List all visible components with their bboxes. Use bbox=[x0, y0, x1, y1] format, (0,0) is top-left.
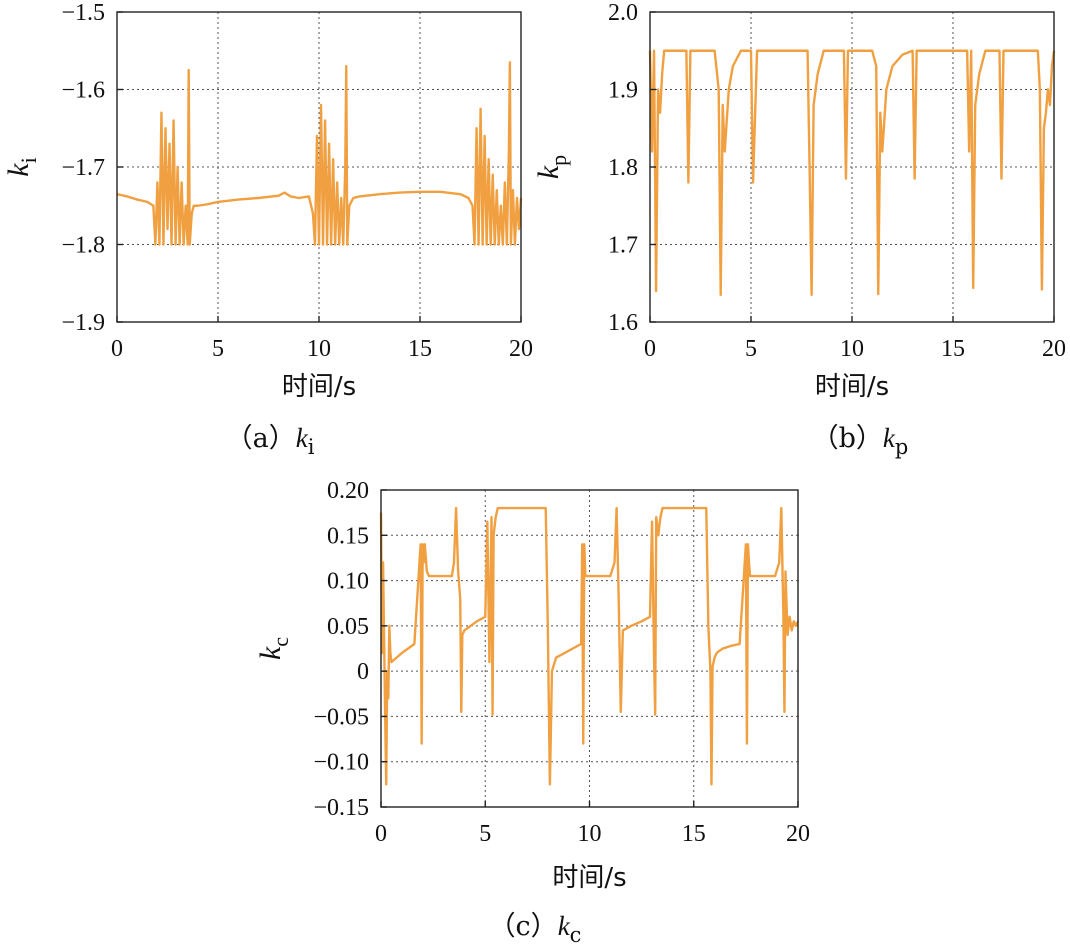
y-tick-label: 0.15 bbox=[327, 523, 369, 549]
x-tick-label: 5 bbox=[479, 821, 491, 847]
y-tick-label: 1.6 bbox=[608, 310, 638, 336]
x-axis-label: 时间/s bbox=[282, 372, 356, 402]
x-tick-label: 10 bbox=[578, 821, 602, 847]
caption-sub: c bbox=[570, 923, 582, 946]
y-tick-label: −0.15 bbox=[313, 795, 369, 821]
y-axis-label-main: k bbox=[532, 165, 565, 179]
series-line bbox=[648, 49, 1056, 297]
caption-prefix: （c） bbox=[489, 911, 558, 942]
y-axis-label-main: k bbox=[254, 646, 287, 660]
caption-k: k bbox=[558, 911, 571, 941]
y-tick-label: −1.6 bbox=[61, 78, 105, 104]
x-tick-label: 5 bbox=[212, 336, 224, 362]
y-tick-label: −1.7 bbox=[61, 155, 105, 181]
x-tick-label: 20 bbox=[509, 336, 533, 362]
x-tick-label: 15 bbox=[408, 336, 432, 362]
y-tick-label: 0.05 bbox=[327, 614, 369, 640]
y-tick-label: 1.8 bbox=[608, 155, 638, 181]
x-tick-label: 15 bbox=[682, 821, 706, 847]
x-tick-label: 10 bbox=[307, 336, 331, 362]
y-tick-label: 1.9 bbox=[608, 78, 638, 104]
y-tick-label: −1.8 bbox=[61, 233, 105, 259]
panel-caption: （a）ki bbox=[226, 423, 315, 459]
x-tick-label: 20 bbox=[1042, 336, 1066, 362]
panel-caption: （c）kc bbox=[489, 911, 582, 946]
y-axis-label-sub: i bbox=[16, 157, 41, 163]
y-tick-label: −0.05 bbox=[313, 704, 369, 730]
y-axis-label: kc bbox=[254, 637, 293, 660]
chart-panel-c: 0 5 10 15 20 −0.15 −0.10 −0.05 0 0.05 0.10 0.15 0.20… bbox=[254, 478, 810, 946]
series-line bbox=[116, 61, 523, 246]
y-tick-label: 0 bbox=[357, 659, 369, 685]
caption-prefix: （b） bbox=[812, 423, 883, 454]
x-tick-label: 0 bbox=[644, 336, 656, 362]
y-tick-label: 0.20 bbox=[327, 478, 369, 504]
x-axis-label: 时间/s bbox=[815, 372, 889, 402]
y-tick-label: −1.9 bbox=[61, 310, 105, 336]
y-axis-label: kp bbox=[532, 155, 571, 179]
y-axis-label-main: k bbox=[2, 163, 35, 177]
y-axis-label-sub: c bbox=[268, 637, 293, 647]
panel-caption: （b）kp bbox=[812, 423, 909, 459]
x-tick-label: 5 bbox=[745, 336, 757, 362]
y-axis-label: ki bbox=[2, 157, 41, 176]
y-tick-label: 2.0 bbox=[608, 0, 638, 26]
caption-k: k bbox=[296, 423, 309, 453]
x-tick-label: 15 bbox=[941, 336, 965, 362]
caption-sub: p bbox=[895, 435, 908, 459]
series-line bbox=[379, 506, 800, 786]
x-tick-label: 20 bbox=[786, 821, 810, 847]
y-tick-label: 0.10 bbox=[327, 569, 369, 595]
chart-panel-a: 0 5 10 15 20−1.9−1.8−1.7−1.6−1.5时间/ski（a）ki bbox=[2, 0, 533, 459]
x-tick-label: 10 bbox=[840, 336, 864, 362]
caption-k: k bbox=[883, 423, 896, 453]
y-tick-label: −0.10 bbox=[313, 750, 369, 776]
y-tick-label: 1.7 bbox=[608, 233, 638, 259]
x-axis-label: 时间/s bbox=[552, 863, 626, 893]
x-tick-label: 0 bbox=[375, 821, 387, 847]
caption-sub: i bbox=[308, 435, 315, 459]
caption-prefix: （a） bbox=[226, 423, 296, 454]
chart-panel-b: 0 5 10 15 201.61.71.81.92.0时间/skp（b）kp bbox=[532, 0, 1066, 459]
y-tick-label: −1.5 bbox=[61, 0, 105, 26]
plot-frame bbox=[380, 489, 799, 808]
x-tick-label: 0 bbox=[111, 336, 123, 362]
y-axis-label-sub: p bbox=[546, 155, 571, 166]
